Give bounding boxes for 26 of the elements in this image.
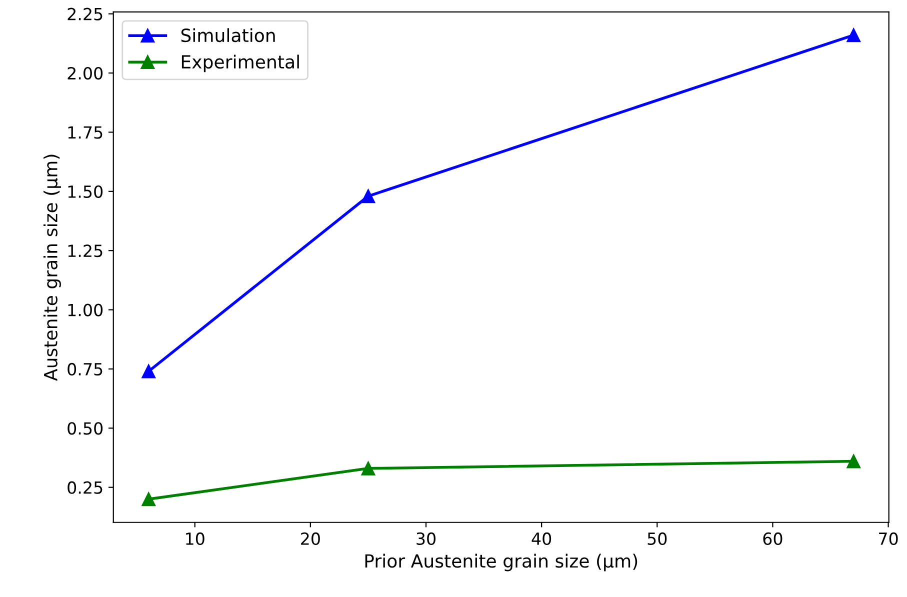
x-tick-label: 20	[301, 532, 320, 545]
y-tick-label: 1.00	[68, 304, 103, 316]
point	[846, 454, 861, 468]
x-tick-label: 50	[648, 532, 667, 545]
y-axis-title: Austenite grain size (μm)	[44, 154, 61, 381]
y-tick-label: 2.25	[68, 8, 102, 20]
point	[142, 364, 156, 378]
x-tick-label: 30	[416, 532, 436, 545]
point	[846, 28, 861, 42]
point	[361, 461, 376, 476]
x-tick-label: 70	[879, 532, 898, 545]
y-tick-label: 1.75	[68, 126, 102, 139]
x-tick-label: 10	[186, 532, 204, 545]
legend-label: Experimental	[182, 54, 299, 72]
x-tick-label: 40	[532, 532, 552, 545]
x-axis-title: Prior Austenite grain size (μm)	[365, 554, 638, 572]
x-tick-label: 60	[763, 532, 782, 545]
legend-label: Simulation	[181, 28, 275, 42]
point	[361, 189, 376, 204]
y-tick-label: 0.25	[68, 481, 102, 494]
y-tick-label: 0.75	[68, 362, 102, 376]
y-tick-label: 2.00	[68, 66, 103, 80]
point	[142, 492, 156, 506]
y-tick-label: 1.50	[68, 185, 103, 198]
y-tick-label: 0.50	[68, 422, 103, 435]
y-tick-label: 1.25	[68, 244, 102, 258]
